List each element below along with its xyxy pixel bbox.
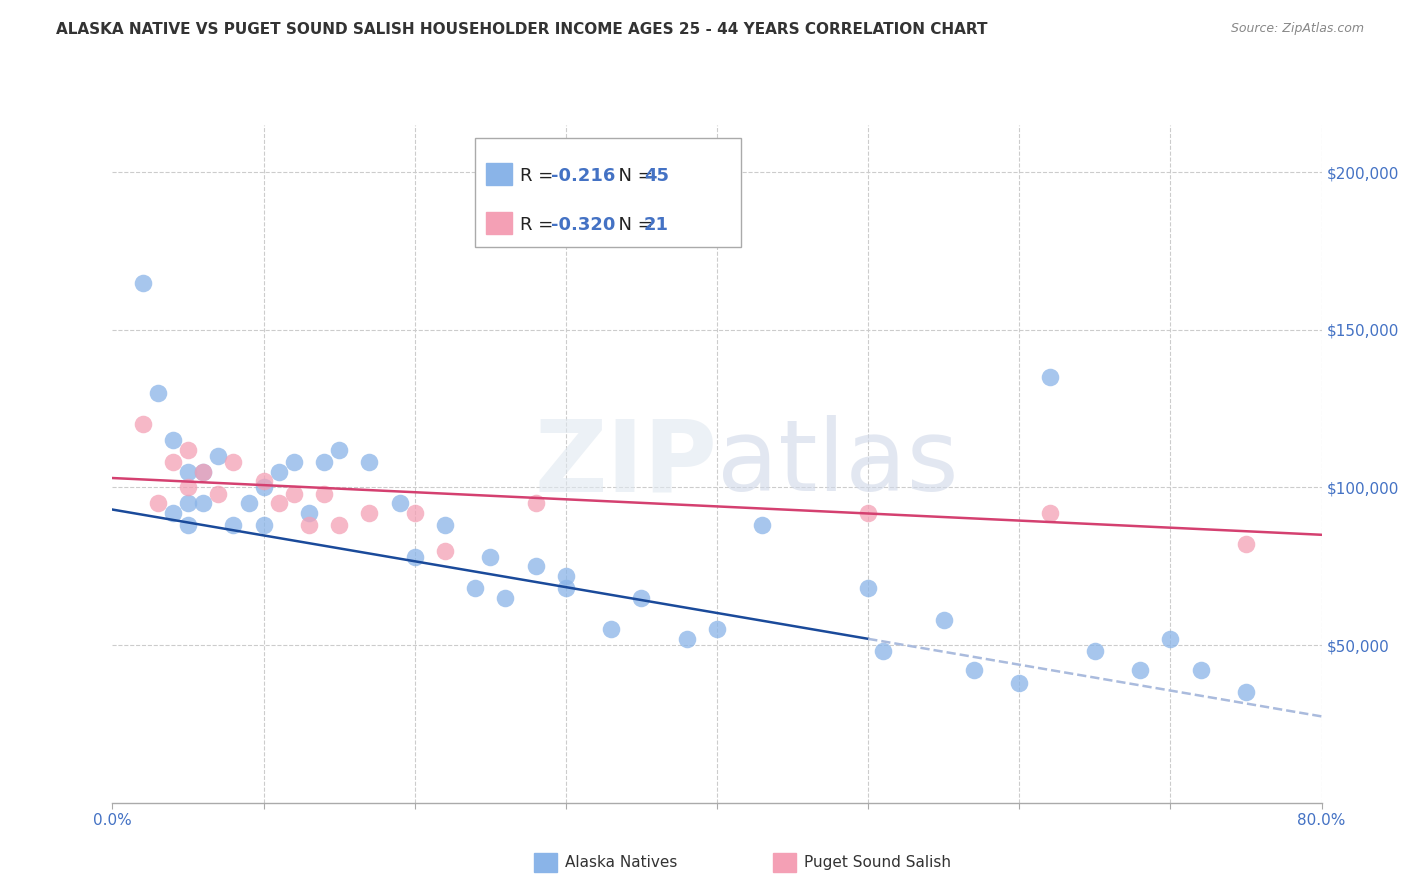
Point [1159,632,1181,646]
Point [1129,664,1152,678]
Point [132,417,155,432]
Point [162,455,184,469]
Point [177,518,200,533]
Point [132,276,155,290]
Point [630,591,652,605]
Point [479,549,502,564]
Text: N =: N = [607,168,659,186]
Point [1189,664,1212,678]
Point [253,518,276,533]
Point [1234,537,1257,551]
Point [298,506,321,520]
Point [328,442,350,457]
Point [283,487,305,501]
Point [283,455,305,469]
Point [554,568,576,582]
Point [177,496,200,510]
Point [238,496,260,510]
Point [177,442,200,457]
Text: Source: ZipAtlas.com: Source: ZipAtlas.com [1230,22,1364,36]
Point [932,613,955,627]
Point [207,487,229,501]
Point [253,481,276,495]
Text: N =: N = [607,216,659,235]
Point [162,506,184,520]
Point [524,496,547,510]
Point [1038,370,1062,384]
Point [1038,506,1062,520]
Point [675,632,697,646]
Point [963,664,986,678]
Point [253,474,276,488]
Point [554,582,576,596]
Text: R =: R = [520,168,560,186]
Point [495,591,517,605]
Point [328,518,350,533]
Point [1084,644,1107,658]
Point [433,518,456,533]
Point [207,449,229,463]
Text: Puget Sound Salish: Puget Sound Salish [804,855,952,870]
Text: atlas: atlas [717,416,959,512]
Point [146,385,169,400]
Point [856,582,880,596]
Text: R =: R = [520,216,560,235]
Point [146,496,169,510]
Point [314,455,336,469]
Text: 21: 21 [644,216,669,235]
Point [856,506,880,520]
Point [222,455,245,469]
Point [524,559,547,574]
Text: 45: 45 [644,168,669,186]
Point [267,496,290,510]
Point [191,496,214,510]
Point [191,465,214,479]
Point [177,465,200,479]
Point [267,465,290,479]
Point [751,518,773,533]
Point [872,644,894,658]
Text: ZIP: ZIP [534,416,717,512]
Point [388,496,411,510]
Point [404,506,426,520]
Point [359,455,381,469]
Point [298,518,321,533]
Point [464,582,486,596]
Point [1234,685,1257,699]
Text: Alaska Natives: Alaska Natives [565,855,678,870]
Point [191,465,214,479]
Point [433,543,456,558]
Point [162,433,184,447]
Point [1008,676,1031,690]
Point [706,623,728,637]
Text: -0.216: -0.216 [551,168,616,186]
Text: -0.320: -0.320 [551,216,616,235]
Text: ALASKA NATIVE VS PUGET SOUND SALISH HOUSEHOLDER INCOME AGES 25 - 44 YEARS CORREL: ALASKA NATIVE VS PUGET SOUND SALISH HOUS… [56,22,988,37]
Point [600,623,623,637]
Point [359,506,381,520]
Point [314,487,336,501]
Point [177,481,200,495]
Point [404,549,426,564]
Point [222,518,245,533]
